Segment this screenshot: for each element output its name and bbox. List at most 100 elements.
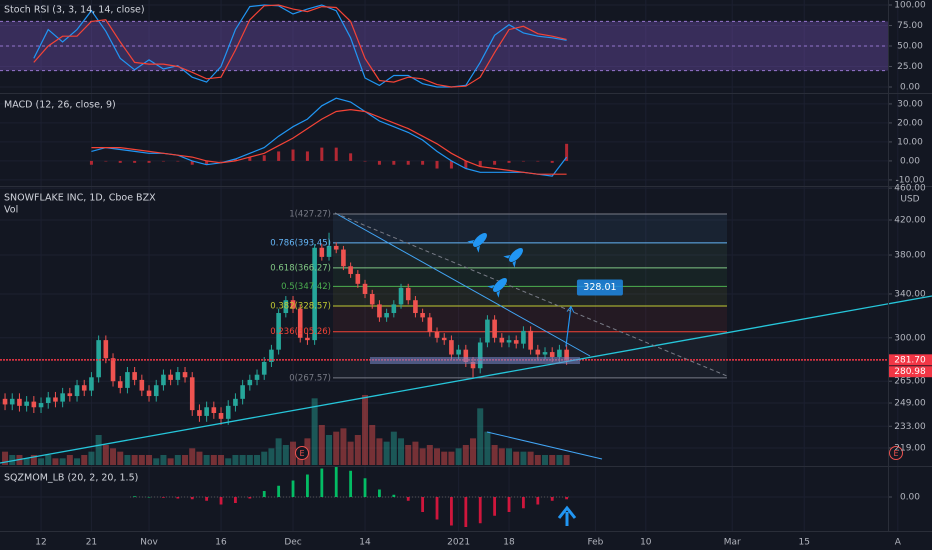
- momentum-bar: [406, 497, 410, 501]
- volume-bar: [30, 455, 37, 465]
- candle-body: [506, 340, 512, 343]
- momentum-bar: [248, 497, 252, 499]
- candle-body: [377, 304, 382, 318]
- x-tick-label: 10: [640, 538, 652, 548]
- histogram-bar: [377, 160, 381, 165]
- candle-body: [269, 349, 274, 362]
- histogram-bar: [550, 160, 554, 163]
- candle-body: [197, 410, 202, 416]
- volume-bar: [174, 455, 181, 465]
- candle-body: [240, 385, 245, 399]
- candle-body: [17, 398, 22, 406]
- fib-label: 1(427.27): [289, 209, 331, 219]
- candle-body: [542, 352, 548, 355]
- candle-body: [564, 349, 569, 360]
- candle-body: [319, 247, 325, 257]
- candle-body: [9, 398, 15, 405]
- momentum-bar: [349, 470, 353, 498]
- candle-body: [333, 245, 339, 250]
- candle-body: [528, 330, 533, 350]
- volume-bar: [203, 455, 210, 465]
- histogram-bar: [133, 160, 137, 163]
- volume-bar: [390, 431, 397, 465]
- candle-body: [2, 398, 8, 405]
- volume-bar: [455, 448, 462, 465]
- y-tick-label: 265.00: [894, 377, 926, 387]
- histogram-bar: [147, 160, 151, 163]
- candle-body: [261, 361, 267, 375]
- currency-label: USD: [900, 195, 919, 205]
- y-tick-label: 10.00: [897, 137, 923, 147]
- candle-body: [348, 266, 353, 274]
- x-tick-label: 15: [798, 538, 809, 548]
- x-tick-label: 14: [359, 538, 371, 548]
- candle-body: [391, 304, 397, 314]
- volume-bar: [210, 455, 217, 465]
- x-tick-label: 12: [35, 538, 46, 548]
- momentum-bar: [334, 467, 338, 498]
- drawings: [0, 212, 932, 526]
- histogram-bar: [104, 160, 108, 162]
- histogram-bar: [507, 160, 511, 163]
- histogram-bar: [334, 147, 338, 161]
- candle-body: [290, 300, 296, 309]
- momentum-bar: [234, 497, 237, 504]
- candle-body: [96, 340, 101, 378]
- volume-bar: [232, 455, 239, 465]
- momentum-bar: [219, 497, 223, 505]
- histogram-bar: [435, 160, 439, 169]
- x-tick-label: Mar: [724, 538, 741, 548]
- frame: [0, 0, 932, 532]
- trend-line: [334, 212, 728, 377]
- y-tick-label: 20.00: [897, 118, 923, 128]
- volume-bar: [347, 441, 354, 465]
- candle-body: [168, 374, 173, 380]
- candle-body: [53, 397, 58, 402]
- y-tick-label: 50.00: [897, 42, 923, 52]
- volume-bar: [412, 441, 419, 465]
- volume-bar: [419, 448, 426, 465]
- y-tick-label: -10.00: [895, 175, 924, 185]
- volume-bar: [383, 441, 390, 465]
- volume-bar: [167, 458, 174, 465]
- trend-line: [334, 212, 591, 357]
- x-tick-label: Dec: [284, 538, 301, 548]
- histogram-bar: [421, 160, 425, 165]
- volume-bar: [405, 445, 412, 465]
- momentum-bar: [435, 497, 439, 520]
- candle-body: [45, 397, 51, 404]
- candle-body: [117, 381, 123, 388]
- momentum-bar: [363, 478, 367, 498]
- histogram-bar: [521, 160, 525, 162]
- momentum-bar: [306, 474, 309, 498]
- momentum-bar: [464, 497, 468, 528]
- candle-body: [413, 300, 418, 314]
- volume-bar: [218, 455, 225, 465]
- volume-bar: [74, 458, 81, 465]
- momentum-bar: [550, 497, 554, 501]
- histogram-bar: [565, 143, 569, 161]
- y-tick-label: 0.00: [900, 493, 920, 503]
- candle-body: [420, 313, 425, 318]
- fib-label: 0.5(347.42): [281, 282, 331, 292]
- momentum-bar: [536, 497, 540, 505]
- histogram-bar: [449, 160, 453, 169]
- histogram-bar: [464, 160, 468, 169]
- fib-label: 0.618(366.27): [270, 263, 331, 273]
- candle-body: [24, 401, 29, 406]
- y-tick-label: 75.00: [897, 21, 923, 31]
- candle-body: [283, 300, 289, 314]
- volume-bar: [290, 441, 297, 465]
- panel-title: Stoch RSI (3, 3, 14, 14, close): [4, 5, 145, 16]
- volume-bar: [124, 455, 131, 465]
- momentum-bar: [205, 497, 209, 501]
- candle-body: [492, 319, 497, 338]
- y-tick-label: 380.00: [894, 251, 926, 261]
- histogram-bar: [248, 157, 252, 161]
- fib-zone: [333, 213, 727, 243]
- histogram-bar: [176, 160, 180, 162]
- candle-body: [225, 405, 231, 419]
- volume-bar: [513, 451, 520, 465]
- candle-body: [427, 317, 433, 333]
